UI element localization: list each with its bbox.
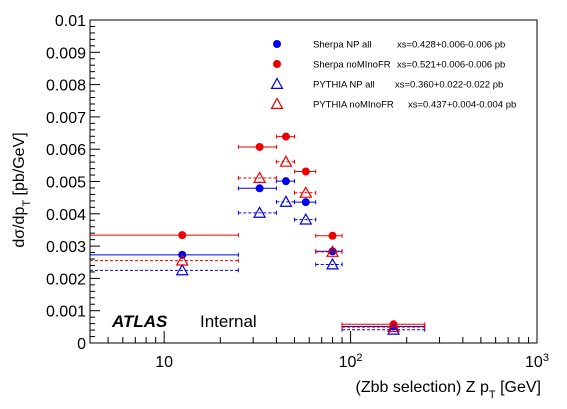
y-tick-label: 0.007 [46, 110, 86, 127]
y-tick-label: 0.006 [46, 142, 86, 159]
y-tick-label: 0.008 [46, 78, 86, 95]
data-point [387, 323, 401, 335]
axes: 0 0.001 0.002 0.003 0.004 0.005 0.006 0.007 0.00… [46, 13, 549, 371]
x-tick-label: 102 [339, 352, 363, 371]
y-tick-label: 0.003 [46, 239, 86, 256]
legend-xs: xs=0.437+0.004-0.004 pb [408, 100, 516, 111]
data-point [279, 195, 293, 207]
data-point [299, 212, 313, 225]
y-tick-label: 0.004 [46, 207, 86, 224]
legend-xs: xs=0.360+0.022-0.022 pb [395, 80, 503, 91]
x-tick-label: 10 [155, 354, 173, 371]
chart-marks [90, 132, 426, 335]
legend-label: PYTHIA noMInoFR [313, 100, 394, 111]
y-tick-label: 0.002 [46, 271, 86, 288]
series-1 [90, 132, 426, 329]
y-axis-title: dσ/dpT [pb/GeV] [11, 132, 33, 247]
data-point [301, 167, 310, 176]
data-point [299, 186, 313, 198]
y-tick-label: 0 [77, 336, 86, 353]
x-axis-title-unit: [GeV] [496, 379, 541, 396]
data-point [326, 257, 340, 270]
data-point [253, 171, 267, 183]
atlas-sub-label: Internal [200, 312, 257, 331]
y-tick-label: 0.01 [55, 13, 86, 30]
legend-marker [273, 40, 281, 48]
data-point [328, 231, 337, 240]
data-point [387, 320, 401, 333]
x-axis-title-main: (Zbb selection) Z p [356, 379, 489, 396]
legend-xs: xs=0.428+0.006-0.006 pb [397, 40, 505, 51]
data-point [175, 263, 189, 276]
y-axis-title-sub: T [21, 200, 33, 207]
y-axis-title-main: dσ/dp [11, 207, 28, 248]
data-point [253, 206, 267, 218]
x-axis-title: (Zbb selection) Z pT [GeV] [356, 379, 541, 401]
atlas-label: ATLAS [111, 312, 168, 331]
data-point [255, 142, 264, 151]
legend: Sherpa NP all xs=0.428+0.006-0.006 pb Sher… [270, 40, 516, 111]
x-axis-title-sub: T [489, 389, 496, 401]
data-point [279, 155, 293, 167]
y-tick-label: 0.005 [46, 175, 86, 192]
data-point [255, 184, 264, 193]
legend-marker [273, 60, 281, 68]
y-tick-label: 0.009 [46, 45, 86, 62]
series-3 [90, 155, 426, 333]
data-point [178, 231, 187, 240]
legend-label: Sherpa NP all [313, 40, 371, 51]
data-point [281, 177, 290, 186]
legend-marker [270, 77, 284, 89]
legend-label: PYTHIA NP all [313, 80, 375, 91]
x-tick-label: 103 [525, 352, 549, 371]
y-axis-title-unit: [pb/GeV] [11, 132, 28, 200]
legend-label: Sherpa noMInoFR [313, 60, 391, 71]
legend-marker [270, 97, 284, 109]
data-point [326, 245, 340, 257]
data-point [281, 132, 290, 141]
data-point [175, 253, 189, 266]
data-point [301, 198, 310, 207]
legend-xs: xs=0.521+0.006-0.006 pb [397, 60, 505, 71]
y-tick-label: 0.001 [46, 304, 86, 321]
